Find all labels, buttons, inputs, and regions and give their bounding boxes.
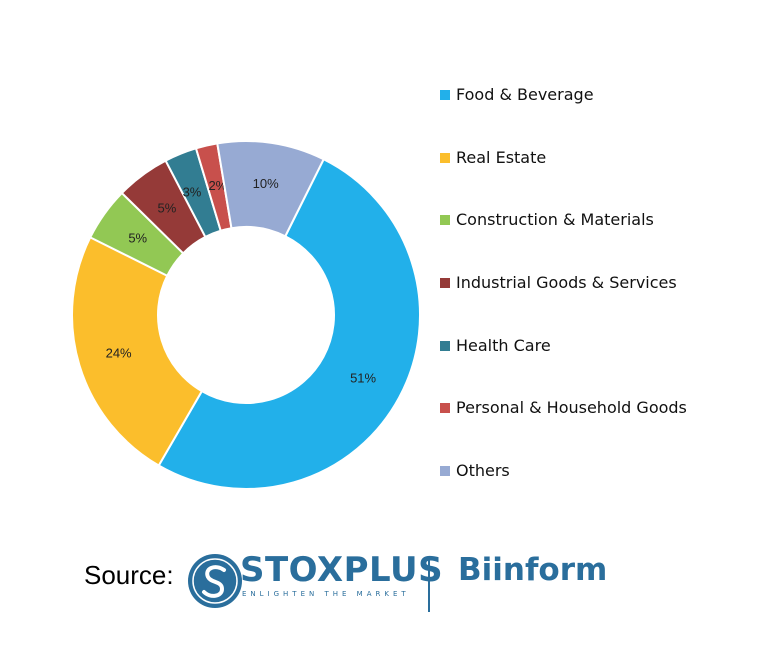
- stoxplus-logo-icon: [188, 554, 242, 608]
- legend-item: Food & Beverage: [440, 84, 696, 105]
- legend-item: Real Estate: [440, 147, 696, 168]
- slice-value-label: 51%: [350, 371, 376, 386]
- slice-value-label: 24%: [106, 346, 132, 361]
- donut-svg: 51%24%5%5%3% 2% 10%: [71, 140, 421, 490]
- source-label: Source:: [84, 560, 174, 590]
- donut-slice: [157, 157, 421, 490]
- slice-value-label: 3%: [183, 184, 202, 199]
- stoxplus-tagline: ENLIGHTEN THE MARKET: [242, 590, 410, 598]
- slice-value-label: 5%: [157, 201, 176, 216]
- legend-swatch: [440, 153, 450, 163]
- legend-item: Construction & Materials: [440, 209, 696, 230]
- legend-label: Construction & Materials: [456, 210, 654, 229]
- biinform-name: Biinform: [458, 552, 608, 588]
- legend-item: Others: [440, 460, 696, 481]
- footer-divider: [428, 556, 430, 612]
- legend-swatch: [440, 403, 450, 413]
- legend-swatch: [440, 278, 450, 288]
- slice-value-label: 10%: [253, 176, 279, 191]
- legend-swatch: [440, 466, 450, 476]
- legend-label: Food & Beverage: [456, 85, 594, 104]
- legend-label: Health Care: [456, 336, 551, 355]
- legend-item: Health Care: [440, 335, 696, 356]
- legend-item: Industrial Goods & Services: [440, 272, 696, 293]
- donut-chart: 51% 24% 5% 5% 3% 2% 10% Food & Beverage Real Es…: [71, 84, 696, 490]
- legend-swatch: [440, 341, 450, 351]
- legend-swatch: [440, 90, 450, 100]
- stoxplus-name: STOXPLUS: [240, 550, 444, 590]
- donut-slice: [71, 236, 204, 467]
- legend-label: Personal & Household Goods: [456, 398, 687, 417]
- legend-label: Industrial Goods & Services: [456, 273, 677, 292]
- donut-slice: [216, 140, 325, 238]
- legend-swatch: [440, 215, 450, 225]
- legend-item: Personal & Household Goods: [440, 397, 696, 418]
- legend-label: Real Estate: [456, 148, 547, 167]
- source-footer: Source: STOXPLUS ENLIGHTEN THE MARKET Bi…: [0, 540, 776, 670]
- slice-value-label: 5%: [128, 230, 147, 245]
- legend-label: Others: [456, 461, 510, 480]
